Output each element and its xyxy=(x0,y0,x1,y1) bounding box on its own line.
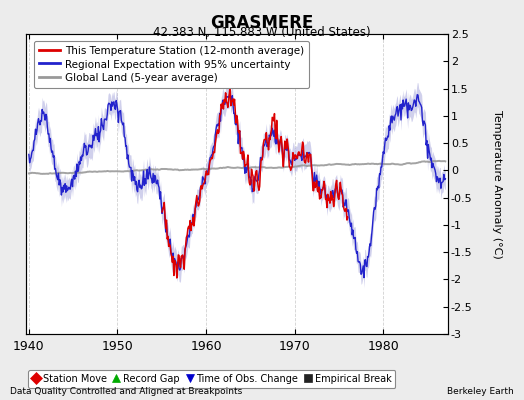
Text: Data Quality Controlled and Aligned at Breakpoints: Data Quality Controlled and Aligned at B… xyxy=(10,387,243,396)
Legend: Station Move, Record Gap, Time of Obs. Change, Empirical Break: Station Move, Record Gap, Time of Obs. C… xyxy=(28,370,396,388)
Y-axis label: Temperature Anomaly (°C): Temperature Anomaly (°C) xyxy=(492,110,502,258)
Text: Berkeley Earth: Berkeley Earth xyxy=(447,387,514,396)
Text: 42.383 N, 115.883 W (United States): 42.383 N, 115.883 W (United States) xyxy=(153,26,371,39)
Text: GRASMERE: GRASMERE xyxy=(210,14,314,32)
